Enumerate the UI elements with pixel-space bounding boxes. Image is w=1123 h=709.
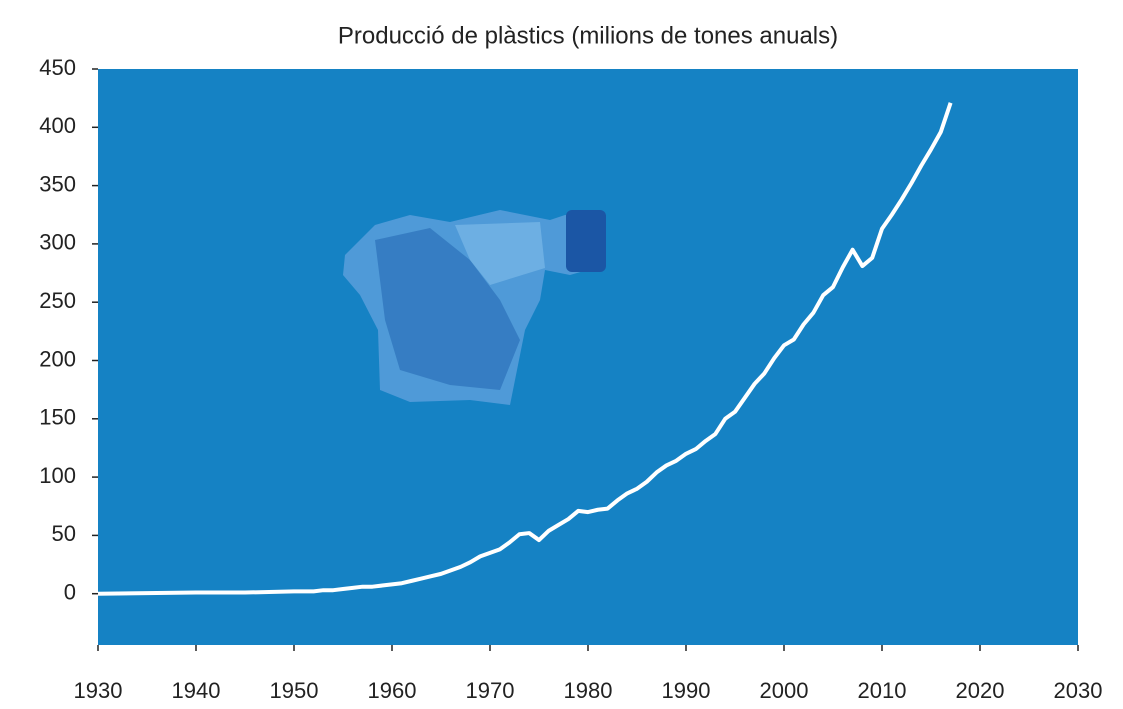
y-tick-label: 200 xyxy=(39,346,76,371)
x-tick-label: 1960 xyxy=(368,678,417,703)
y-tick-label: 300 xyxy=(39,230,76,255)
chart-title: Producció de plàstics (milions de tones … xyxy=(338,22,838,49)
bottle-illustration xyxy=(343,210,606,405)
x-tick-label: 1950 xyxy=(270,678,319,703)
x-tick-label: 2020 xyxy=(956,678,1005,703)
y-tick-label: 150 xyxy=(39,405,76,430)
y-tick-label: 450 xyxy=(39,55,76,80)
x-tick-label: 2010 xyxy=(858,678,907,703)
y-tick-label: 350 xyxy=(39,171,76,196)
plot-area xyxy=(98,69,1078,645)
x-tick-label: 2000 xyxy=(760,678,809,703)
y-tick-label: 100 xyxy=(39,463,76,488)
y-tick-label: 250 xyxy=(39,288,76,313)
x-tick-label: 1990 xyxy=(662,678,711,703)
x-tick-label: 1930 xyxy=(74,678,123,703)
x-tick-label: 1970 xyxy=(466,678,515,703)
x-tick-label: 1940 xyxy=(172,678,221,703)
x-tick-label: 2030 xyxy=(1054,678,1103,703)
y-tick-label: 50 xyxy=(52,521,76,546)
data-line xyxy=(97,102,953,596)
x-tick-label: 1980 xyxy=(564,678,613,703)
y-tick-label: 400 xyxy=(39,113,76,138)
y-tick-label: 0 xyxy=(64,580,76,605)
